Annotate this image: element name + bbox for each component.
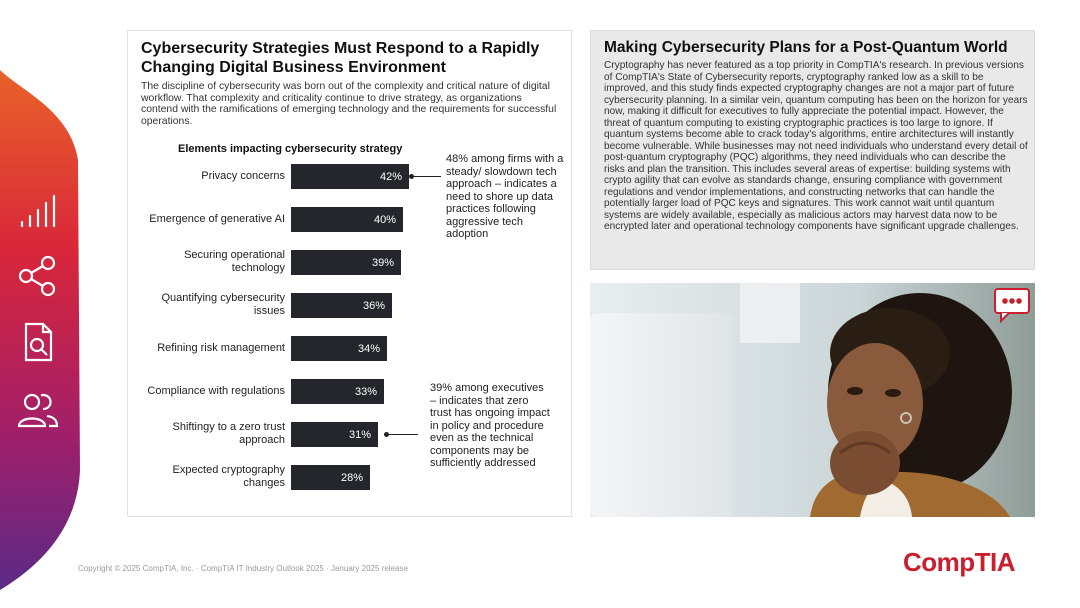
document-search-icon [16, 320, 60, 364]
bar-label: Expected cryptography changes [172, 464, 285, 489]
bar-value-label: 28% [340, 471, 363, 484]
callout-privacy: 48% among firms with a steady/ slowdown … [446, 153, 564, 240]
bar-value-label: 36% [362, 299, 385, 312]
intro-text: The discipline of cybersecurity was born… [141, 81, 557, 127]
bar: 31% [291, 422, 378, 447]
bar-value-label: 39% [371, 256, 394, 269]
comptia-logo: CompTIA [903, 547, 1016, 577]
bar-chart: Privacy concerns 42% Emergence of generati… [128, 31, 573, 518]
bar-label: Securing operational technology [184, 249, 285, 274]
bar-label: Privacy concerns [201, 169, 285, 182]
copyright-footer: Copyright © 2025 CompTIA, Inc. · CompTIA… [78, 564, 408, 573]
post-quantum-title: Making Cybersecurity Plans for a Post-Qu… [604, 39, 1008, 56]
callout-zero-trust: 39% among executives – indicates that ze… [430, 382, 550, 469]
bar: 42% [291, 164, 409, 189]
woman-thinking-photo [590, 283, 1035, 517]
leader-line-privacy-dot [409, 174, 414, 179]
bar-chart-icon [16, 190, 60, 234]
bar-label: Shiftingy to a zero trust approach [172, 421, 286, 446]
bar-label: Compliance with regulations [147, 384, 285, 397]
bar: 39% [291, 250, 401, 275]
bar-value-label: 42% [379, 170, 402, 183]
share-icon [16, 254, 60, 298]
bar-label: Emergence of generative AI [149, 212, 285, 225]
card-title: Cybersecurity Strategies Must Respond to… [141, 40, 540, 76]
leader-line-zero-trust [386, 434, 418, 435]
chat-bubble-icon [993, 287, 1031, 324]
bar: 40% [291, 207, 403, 232]
chart-title: Elements impacting cybersecurity strateg… [178, 143, 403, 155]
leader-line-zero-trust-dot [384, 432, 389, 437]
bar-label: Quantifying cybersecurity issues [161, 292, 286, 317]
post-quantum-card: Making Cybersecurity Plans for a Post-Qu… [590, 30, 1035, 270]
bar-value-label: 34% [357, 342, 380, 355]
leader-line-privacy [411, 176, 441, 177]
users-icon [16, 388, 60, 432]
post-quantum-body: Cryptography has never featured as a top… [604, 60, 1028, 232]
bar: 34% [291, 336, 387, 361]
side-ribbon [0, 0, 90, 608]
bar: 28% [291, 465, 370, 490]
strategy-card: Cybersecurity Strategies Must Respond to… [127, 30, 572, 517]
bar-value-label: 31% [348, 428, 371, 441]
bar-value-label: 40% [373, 213, 396, 226]
bar-label: Refining risk management [157, 341, 285, 354]
bar: 36% [291, 293, 392, 318]
bar-value-label: 33% [354, 385, 377, 398]
bar: 33% [291, 379, 384, 404]
